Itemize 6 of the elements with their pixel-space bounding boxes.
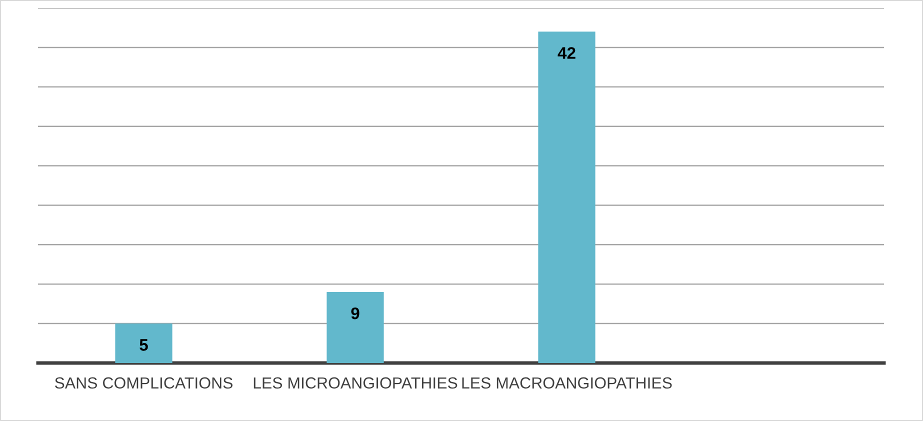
x-tick-label: LES MICROANGIOPATHIES	[254, 377, 458, 389]
x-tick-label: LES MACROANGIOPATHIES	[462, 377, 672, 389]
data-label: 5	[140, 339, 148, 351]
data-label: 9	[351, 307, 360, 320]
x-tick-label: SANS COMPLICATIONS	[54, 377, 233, 389]
data-label: 42	[558, 47, 576, 59]
